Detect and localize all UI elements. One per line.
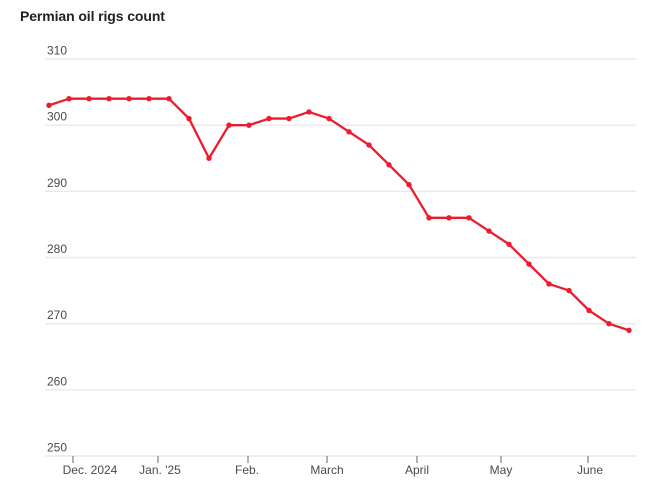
data-point xyxy=(526,261,532,267)
x-tick-label: March xyxy=(310,463,343,477)
data-point xyxy=(266,115,272,122)
x-tick-label: May xyxy=(490,463,513,477)
data-point xyxy=(146,96,152,102)
data-point xyxy=(566,287,572,294)
data-point xyxy=(386,162,392,168)
x-tick-label: Feb. xyxy=(235,463,259,477)
data-point xyxy=(166,96,172,102)
data-point xyxy=(326,115,332,122)
x-tick-label: Jan. '25 xyxy=(139,463,181,477)
data-point xyxy=(286,115,292,122)
data-point xyxy=(126,96,132,102)
data-point xyxy=(46,102,52,109)
data-point xyxy=(586,307,592,314)
data-point xyxy=(406,182,412,188)
data-point xyxy=(366,142,372,148)
y-tick-label-290: 290 xyxy=(47,176,67,190)
data-point xyxy=(426,215,432,221)
data-point xyxy=(606,320,612,327)
data-point xyxy=(306,109,312,115)
data-point xyxy=(506,241,512,247)
data-point xyxy=(446,215,452,221)
x-tick-label: June xyxy=(577,463,603,477)
data-point xyxy=(546,281,552,287)
y-tick-label-270: 270 xyxy=(47,308,67,322)
data-point xyxy=(186,115,192,122)
data-point xyxy=(226,122,232,128)
data-point xyxy=(106,96,112,102)
y-tick-label-280: 280 xyxy=(47,242,67,256)
data-point xyxy=(466,215,472,221)
data-point xyxy=(246,122,252,128)
data-point xyxy=(86,96,92,102)
y-tick-label-250: 250 xyxy=(47,441,67,455)
data-point xyxy=(626,327,632,333)
x-tick-label: Dec. 2024 xyxy=(63,463,118,477)
y-tick-label-300: 300 xyxy=(47,110,67,124)
chart-title: Permian oil rigs count xyxy=(20,8,165,24)
data-point xyxy=(66,96,72,102)
data-point xyxy=(486,228,492,234)
data-point xyxy=(206,155,212,161)
y-tick-label-260: 260 xyxy=(47,374,67,388)
data-point xyxy=(346,129,352,135)
y-tick-label-310: 310 xyxy=(47,44,67,58)
x-tick-label: April xyxy=(405,463,429,477)
data-line xyxy=(47,97,631,332)
